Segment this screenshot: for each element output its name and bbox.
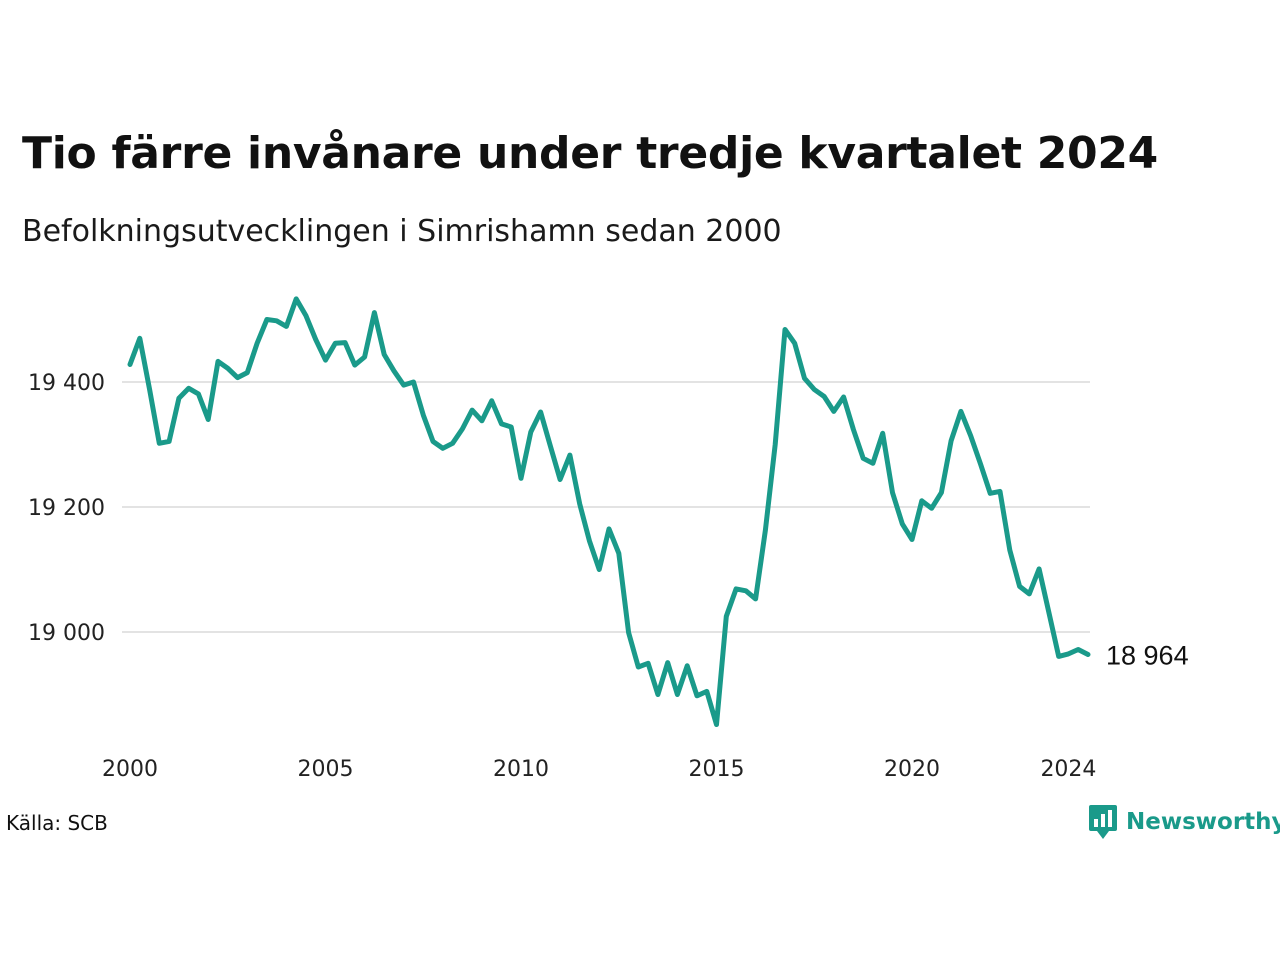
chart-subtitle: Befolkningsutvecklingen i Simrishamn sed… — [22, 214, 782, 249]
x-tick-label: 2020 — [884, 757, 940, 782]
x-tick-label: 2010 — [493, 757, 549, 782]
y-tick-label: 19 200 — [28, 496, 105, 521]
population-line — [127, 296, 1091, 727]
grid-lines — [122, 381, 1090, 633]
newsworthy-chart-icon — [1089, 805, 1117, 839]
source-note: Källa: SCB — [6, 811, 108, 835]
logo-text: Newsworthy — [1126, 809, 1280, 835]
y-axis-ticks: 19 000 19 200 19 400 — [28, 371, 105, 646]
x-tick-label: 2024 — [1040, 757, 1096, 782]
x-axis-ticks: 2000 2005 2010 2015 2020 2024 — [102, 757, 1096, 782]
newsworthy-logo: Newsworthy — [1088, 804, 1280, 840]
x-tick-label: 2015 — [689, 757, 745, 782]
x-tick-label: 2000 — [102, 757, 158, 782]
chart-title: Tio färre invånare under tredje kvartale… — [22, 128, 1159, 179]
y-tick-label: 19 000 — [28, 621, 105, 646]
end-value-label: 18 964 — [1106, 641, 1189, 671]
y-tick-label: 19 400 — [28, 371, 105, 396]
x-tick-label: 2005 — [298, 757, 354, 782]
